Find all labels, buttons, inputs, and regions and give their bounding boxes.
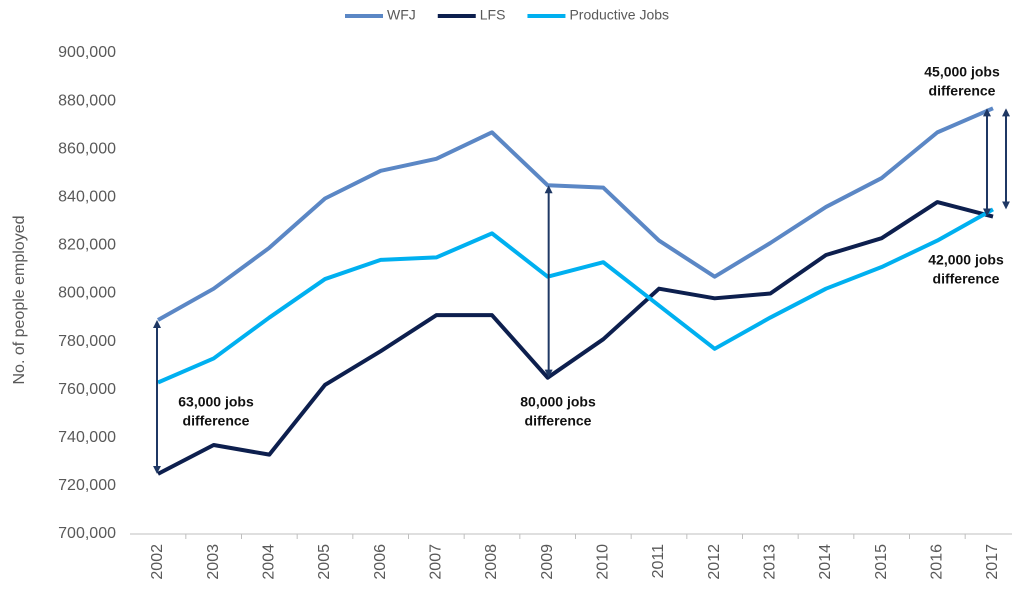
annotation: 45,000 jobs difference (924, 64, 1000, 99)
y-tick-label: 740,000 (58, 429, 116, 446)
x-tick-label: 2014 (817, 544, 834, 580)
y-axis-label: No. of people employed (11, 216, 28, 385)
series-line (157, 207, 994, 385)
x-tick-label: 2015 (873, 544, 890, 580)
annotation: 63,000 jobs difference (178, 394, 254, 429)
annotation-text: 45,000 jobs (924, 64, 1000, 80)
x-tick-label: 2005 (316, 544, 333, 580)
x-tick-label: 2004 (261, 544, 278, 580)
x-tick-label: 2007 (428, 544, 445, 580)
legend: WFJ LFS Productive Jobs (345, 7, 669, 23)
x-tick-label: 2012 (706, 544, 723, 580)
y-tick-label: 780,000 (58, 333, 116, 350)
x-tick-label: 2013 (762, 544, 779, 580)
annotation-text: 80,000 jobs (520, 394, 596, 410)
y-tick-label: 860,000 (58, 140, 116, 157)
legend-label: LFS (480, 7, 506, 23)
annotation-text: difference (933, 271, 1000, 287)
x-tick-label: 2017 (984, 544, 1001, 580)
x-tick-label: 2003 (205, 544, 222, 580)
series-line (157, 106, 994, 322)
y-tick-label: 700,000 (58, 525, 116, 542)
y-tick-label: 760,000 (58, 381, 116, 398)
annotation-text: 42,000 jobs (928, 252, 1004, 268)
y-tick-label: 840,000 (58, 189, 116, 206)
annotation-text: 63,000 jobs (178, 394, 254, 410)
x-tick-label: 2010 (595, 544, 612, 580)
annotation-text: difference (929, 83, 996, 99)
series-line (157, 200, 994, 476)
x-tick-label: 2008 (483, 544, 500, 580)
y-tick-label: 820,000 (58, 237, 116, 254)
x-tick-label: 2002 (149, 544, 166, 580)
x-tick-label: 2009 (539, 544, 556, 580)
annotation-text: difference (183, 413, 250, 429)
annotation: 42,000 jobs difference (928, 252, 1004, 287)
x-tick-label: 2016 (929, 544, 946, 580)
y-tick-label: 720,000 (58, 477, 116, 494)
y-tick-label: 800,000 (58, 285, 116, 302)
y-tick-label: 900,000 (58, 44, 116, 61)
x-tick-label: 2011 (650, 544, 667, 579)
legend-label: WFJ (387, 7, 416, 23)
y-tick-label: 880,000 (58, 92, 116, 109)
legend-label: Productive Jobs (569, 7, 669, 23)
x-tick-label: 2006 (372, 544, 389, 580)
annotation: 80,000 jobs difference (520, 394, 596, 429)
annotation-text: difference (525, 413, 592, 429)
